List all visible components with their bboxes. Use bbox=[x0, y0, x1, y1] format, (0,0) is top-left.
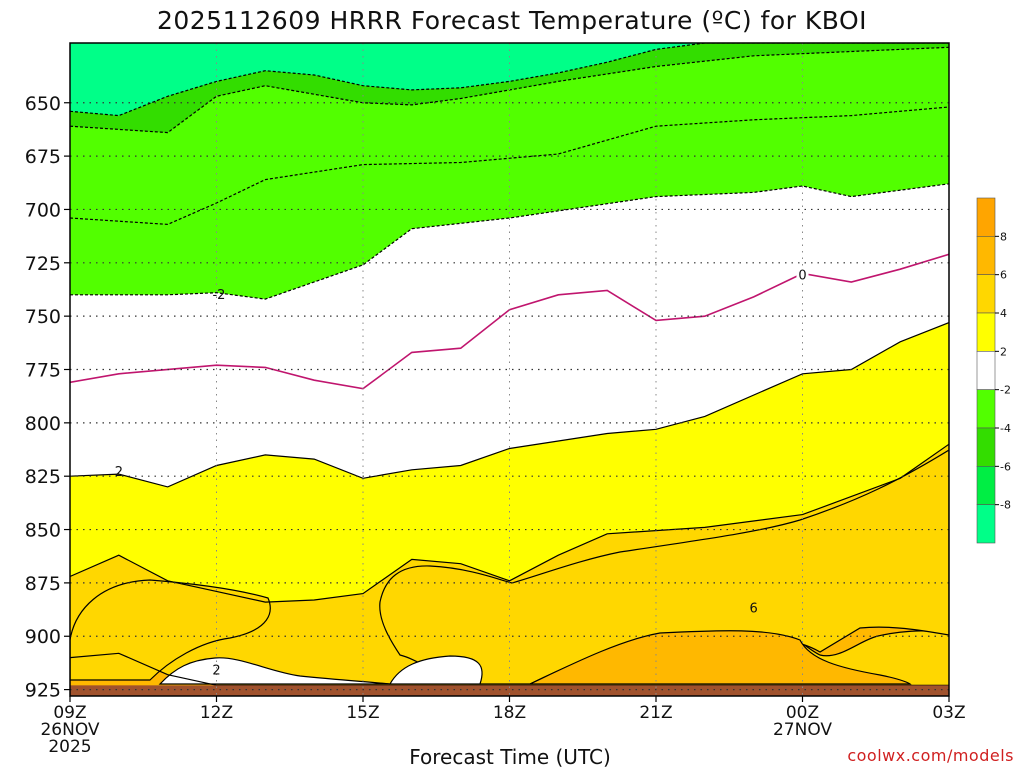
y-tick-label: 900 bbox=[25, 626, 61, 648]
isotherm--6 bbox=[70, 46, 949, 134]
x-tick-label: 12Z bbox=[200, 703, 233, 723]
y-tick-label: 850 bbox=[25, 520, 61, 542]
colorbar-swatch bbox=[976, 427, 996, 467]
contour-label-bg bbox=[796, 267, 809, 282]
y-tick-label: 700 bbox=[25, 199, 61, 221]
x-tick-label: 2025 bbox=[48, 737, 91, 757]
colorbar-swatch bbox=[976, 236, 996, 275]
colorbar-label: -6 bbox=[1000, 460, 1011, 473]
isotherm-6 bbox=[70, 652, 949, 686]
contour-label: 2 bbox=[212, 663, 220, 678]
colorbar-label: -8 bbox=[1000, 499, 1011, 512]
colorbar-swatch bbox=[976, 197, 996, 237]
colorbar-swatch bbox=[976, 389, 996, 429]
colorbar-swatch bbox=[976, 504, 996, 544]
colorbar-legend: 8 6 4 2 -2 -4 -6 -8 bbox=[976, 197, 1011, 544]
y-tick-label: 650 bbox=[25, 93, 61, 115]
colorbar-label: 2 bbox=[1000, 345, 1007, 358]
colorbar-label: -4 bbox=[1000, 422, 1011, 435]
warm-cell-4c-left-lobe bbox=[70, 579, 271, 681]
x-tick-label: 27NOV bbox=[773, 720, 832, 740]
credit-link[interactable]: coolwx.com/models bbox=[847, 746, 1014, 765]
y-tick-label: 775 bbox=[25, 360, 61, 382]
colorbar-label: 4 bbox=[1000, 307, 1007, 320]
x-tick-label: 26NOV bbox=[40, 720, 99, 740]
y-tick-label: 825 bbox=[25, 466, 61, 488]
contour-label: 6 bbox=[750, 602, 758, 617]
colorbar-swatch bbox=[976, 274, 996, 314]
contour-label: 0 bbox=[798, 269, 806, 284]
x-tick-label: 18Z bbox=[493, 703, 526, 723]
x-tick-label: 15Z bbox=[346, 703, 379, 723]
isotherm-0 bbox=[70, 253, 949, 390]
cold-band--8 bbox=[70, 43, 949, 116]
isotherm--8 bbox=[70, 43, 949, 117]
colorbar-label: -2 bbox=[1000, 384, 1011, 397]
y-tick-label: 925 bbox=[25, 680, 61, 702]
isotherm--2 bbox=[70, 183, 949, 300]
colorbar-label: 8 bbox=[1000, 230, 1007, 243]
x-tick-label: 00Z bbox=[786, 703, 819, 723]
contour-label: -2 bbox=[212, 288, 225, 303]
y-tick-label: 675 bbox=[25, 146, 61, 168]
x-axis-title: Forecast Time (UTC) bbox=[409, 745, 611, 768]
cool-pocket-2c-small bbox=[388, 655, 483, 685]
x-tick-label: 21Z bbox=[639, 703, 672, 723]
warm-cell-6c-lower bbox=[529, 630, 912, 685]
isotherm-2 bbox=[70, 322, 949, 488]
chart-title: 2025112609 HRRR Forecast Temperature (ºC… bbox=[157, 6, 867, 35]
y-tick-label: 750 bbox=[25, 306, 61, 328]
colorbar-swatch bbox=[976, 312, 996, 352]
isotherm--4 bbox=[70, 106, 949, 226]
cool-pocket-2c bbox=[158, 657, 391, 685]
x-tick-label: 03Z bbox=[932, 703, 965, 723]
y-tick-label: 875 bbox=[25, 573, 61, 595]
colorbar-label: 6 bbox=[1000, 269, 1007, 282]
y-tick-label: 725 bbox=[25, 253, 61, 275]
ground-surface bbox=[70, 685, 949, 696]
colorbar-swatch bbox=[976, 351, 996, 390]
x-tick-label: 09Z bbox=[53, 703, 86, 723]
contour-label: 2 bbox=[115, 465, 123, 480]
colorbar-swatch bbox=[976, 466, 996, 505]
y-tick-label: 800 bbox=[25, 413, 61, 435]
isotherm-4 bbox=[70, 443, 949, 603]
